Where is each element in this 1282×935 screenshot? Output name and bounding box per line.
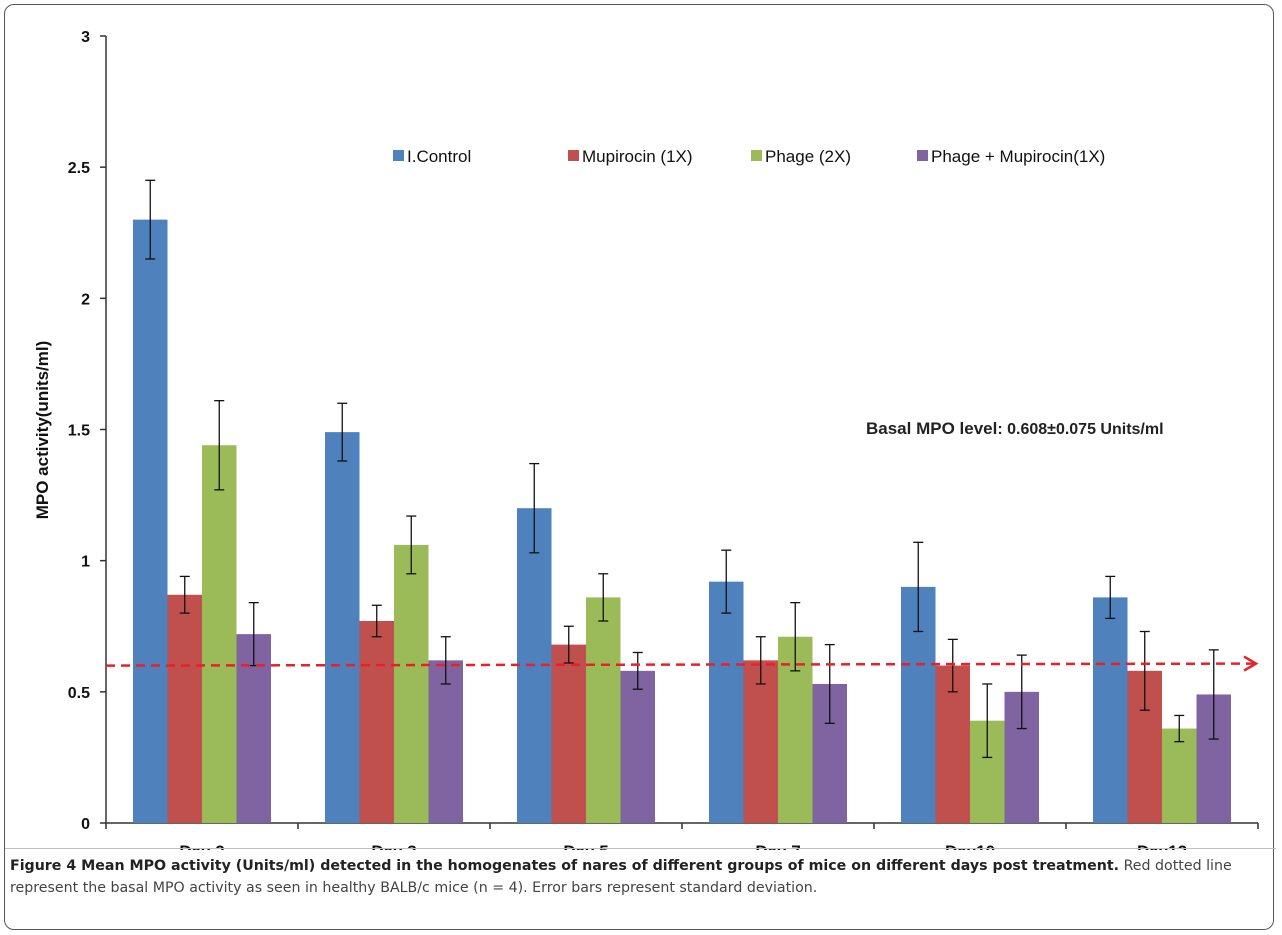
bar-mupirocin-1x — [167, 594, 202, 823]
bar-phage-2x — [202, 445, 237, 823]
caption-body: Red dotted line represent the basal MPO … — [10, 858, 1232, 896]
bar-phage-2x — [394, 544, 429, 823]
figure-caption: Figure 4 Mean MPO activity (Units/ml) de… — [10, 855, 1272, 899]
x-category-label: Day12 — [1137, 842, 1187, 850]
y-axis-label: MPO activity(units/ml) — [33, 341, 52, 520]
y-axis: 0 0.5 1 1.5 2 2.5 3 — [68, 29, 107, 833]
bar-mupirocin-1x — [551, 644, 586, 823]
legend-label: Phage + Mupirocin(1X) — [931, 147, 1105, 166]
legend-swatch — [568, 150, 579, 161]
reference-arrow-head — [1243, 655, 1259, 672]
basal-reference-line — [105, 662, 1255, 667]
bars — [133, 219, 1231, 824]
legend-swatch — [751, 150, 762, 161]
y-tick-label: 2 — [81, 291, 90, 308]
basal-annotation: Basal MPO level: 0.608±0.075 Units/ml — [866, 419, 1164, 438]
legend-label: I.Control — [407, 147, 471, 166]
y-tick-label: 1.5 — [68, 423, 90, 440]
bar-i-control — [1093, 597, 1128, 823]
legend-label: Phage (2X) — [765, 147, 851, 166]
y-tick-label: 0.5 — [68, 685, 90, 702]
bar-i-control — [709, 581, 744, 823]
x-category-label: Day 7 — [755, 842, 800, 850]
legend-swatch — [393, 150, 404, 161]
y-tick-label: 3 — [81, 29, 90, 46]
reference-line — [105, 655, 1259, 672]
bar-chart: 00.511.522.53 Day 2Day 3Day 5Day 7Day10D… — [33, 29, 1259, 850]
x-category-label: Day 2 — [179, 842, 224, 850]
bar-mupirocin-1x — [359, 621, 394, 823]
legend-swatch — [917, 150, 928, 161]
bar-phage-mupirocin-1x — [428, 660, 463, 823]
y-tick-label: 0 — [81, 816, 90, 833]
x-category-label: Day 3 — [371, 842, 416, 850]
bar-i-control — [325, 432, 360, 823]
bar-mupirocin-1x — [743, 660, 778, 823]
x-axis: Day 2 Day 3 Day 5 Day 7 Day10 Day12 — [105, 822, 1259, 850]
basal-annotation-value: : 0.608±0.075 Units/ml — [997, 421, 1163, 438]
error-bars — [145, 179, 1219, 759]
basal-annotation-label: Basal MPO level — [866, 419, 997, 438]
bar-phage-mupirocin-1x — [620, 670, 655, 823]
legend-label: Mupirocin (1X) — [582, 147, 693, 166]
bar-i-control — [133, 219, 168, 824]
bar-phage-2x — [586, 597, 621, 823]
x-category-label: Day 5 — [563, 842, 608, 850]
y-tick-label: 1 — [81, 554, 90, 571]
caption-divider — [5, 848, 1276, 849]
x-category-label: Day10 — [945, 842, 995, 850]
legend: I.Control Mupirocin (1X) Phage (2X) Phage +… — [393, 147, 1105, 166]
caption-title: Figure 4 Mean MPO activity (Units/ml) de… — [10, 858, 1120, 874]
y-tick-label: 2.5 — [68, 160, 90, 177]
bar-phage-2x — [1162, 728, 1197, 823]
